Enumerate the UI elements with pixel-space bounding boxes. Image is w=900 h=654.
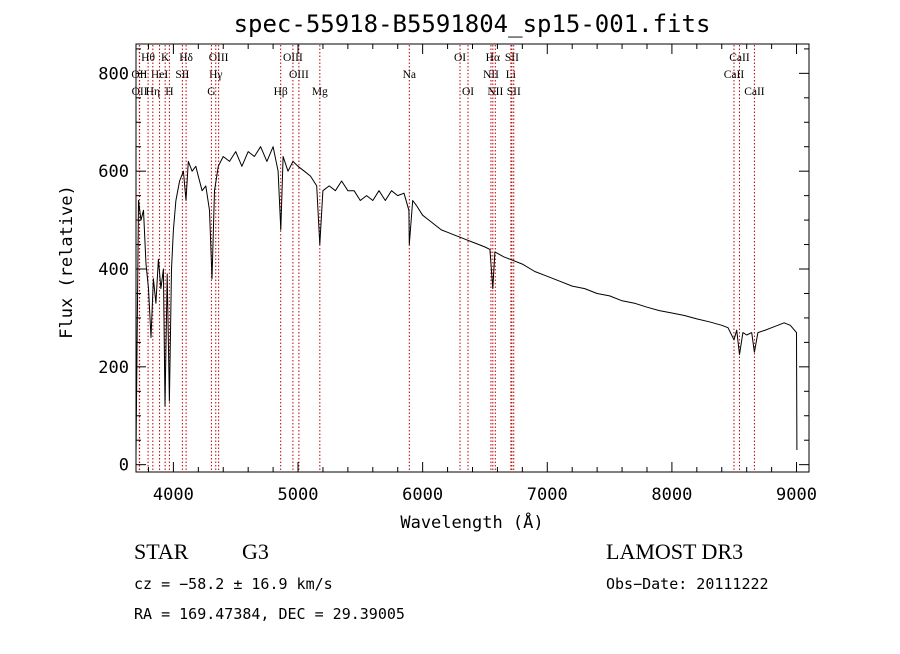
redshift-velocity: cz = −58.2 ± 16.9 km/s [134,575,333,593]
line-label-6: SII [175,69,189,81]
y-tick-label-4: 800 [98,64,129,84]
observation-date: Obs−Date: 20111222 [606,575,769,593]
plot-frame [135,43,810,473]
sky-coordinates: RA = 169.47384, DEC = 29.39005 [134,605,405,623]
line-label-13: OIII [289,69,309,81]
line-label-24: SII [507,86,521,98]
x-tick-label-1: 5000 [278,485,319,505]
line-label-22: Li [506,69,516,81]
line-label-3: K [161,52,170,64]
series-line-0 [135,146,798,455]
axis-ticks: 4000 5000 6000 7000 8000 9000 0 200 400 600 800 [98,44,817,505]
line-label-11: G [207,86,215,98]
spectrum-series [135,146,798,455]
y-tick-label-3: 600 [98,162,129,182]
line-label-10: Hγ [209,69,222,81]
y-tick-label-0: 0 [119,456,129,476]
line-label-1: OII [131,69,147,81]
line-label-14: Hβ [274,86,288,98]
line-label-0: Hθ [141,52,155,64]
line-label-25: CaII [729,52,750,64]
line-label-5: Hη [146,86,160,98]
line-label-20: SII [505,52,519,64]
line-label-8: Hδ [179,52,193,64]
line-label-15: Mg [312,86,328,98]
line-label-7: H [165,86,173,98]
object-subclass: G3 [242,539,269,564]
line-label-17: OI [454,52,466,64]
line-label-4: HeI [151,69,168,81]
x-tick-label-2: 6000 [402,485,443,505]
chart-title: spec-55918-B5591804_sp15-001.fits [234,10,711,38]
x-tick-label-3: 7000 [527,485,568,505]
object-class: STAR [134,539,189,564]
line-label-12: OIII [283,52,303,64]
line-label-16: Na [403,69,416,81]
x-tick-label-4: 8000 [651,485,692,505]
x-axis-label: Wavelength (Å) [400,511,543,533]
survey-name: LAMOST DR3 [606,539,743,564]
y-tick-label-1: 200 [98,358,129,378]
line-label-23: NII [487,86,503,98]
y-axis-label: Flux (relative) [57,185,77,339]
x-tick-label-0: 4000 [153,485,194,505]
line-label-9: OIII [209,52,229,64]
x-tick-label-5: 9000 [776,485,817,505]
line-label-26: CaII [724,69,745,81]
line-label-27: CaII [744,86,765,98]
line-label-18: OI [462,86,474,98]
y-tick-label-2: 400 [98,260,129,280]
line-label-19: Hα [486,52,500,64]
line-label-21: NII [483,69,499,81]
